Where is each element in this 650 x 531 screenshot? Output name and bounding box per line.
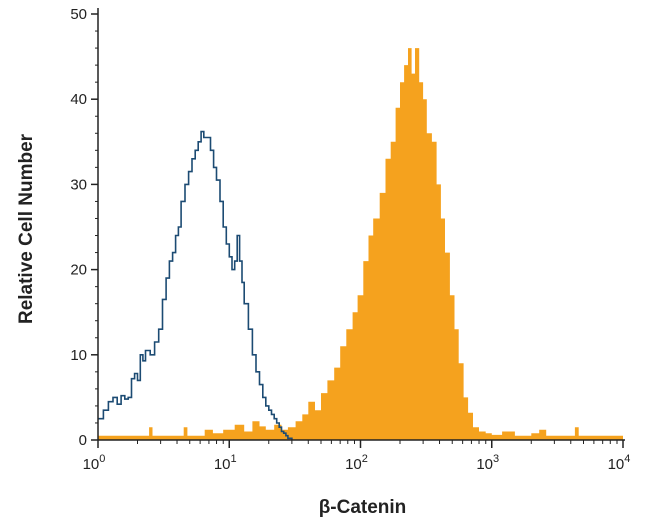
y-tick-label: 30	[70, 176, 87, 193]
series-0-filled-histogram	[98, 48, 623, 440]
y-ticks: 0 10 20 30 40 50	[70, 6, 98, 449]
x-tick-exponent: 2	[362, 453, 368, 465]
x-tick-exponent: 0	[99, 453, 105, 465]
y-axis-title: Relative Cell Number	[16, 133, 37, 324]
x-tick-label: 103	[476, 453, 499, 473]
x-tick-label: 104	[608, 453, 631, 473]
y-tick-label: 20	[70, 262, 87, 279]
x-tick-label: 101	[214, 453, 237, 473]
x-tick-exponent: 4	[624, 453, 630, 465]
x-tick-exponent: 3	[493, 453, 499, 465]
series-layer	[98, 48, 623, 440]
x-axis-title: β-Catenin	[319, 497, 407, 518]
x-ticks: 100 101 102 103 104	[83, 440, 631, 473]
y-tick-label: 0	[79, 432, 87, 449]
x-tick-exponent: 1	[231, 453, 237, 465]
y-tick-label: 10	[70, 347, 87, 364]
y-tick-label: 40	[70, 91, 87, 108]
y-tick-label: 50	[70, 6, 87, 23]
x-tick-label: 102	[345, 453, 368, 473]
series-1-outline-histogram	[98, 130, 293, 440]
x-tick-label: 100	[83, 453, 106, 473]
